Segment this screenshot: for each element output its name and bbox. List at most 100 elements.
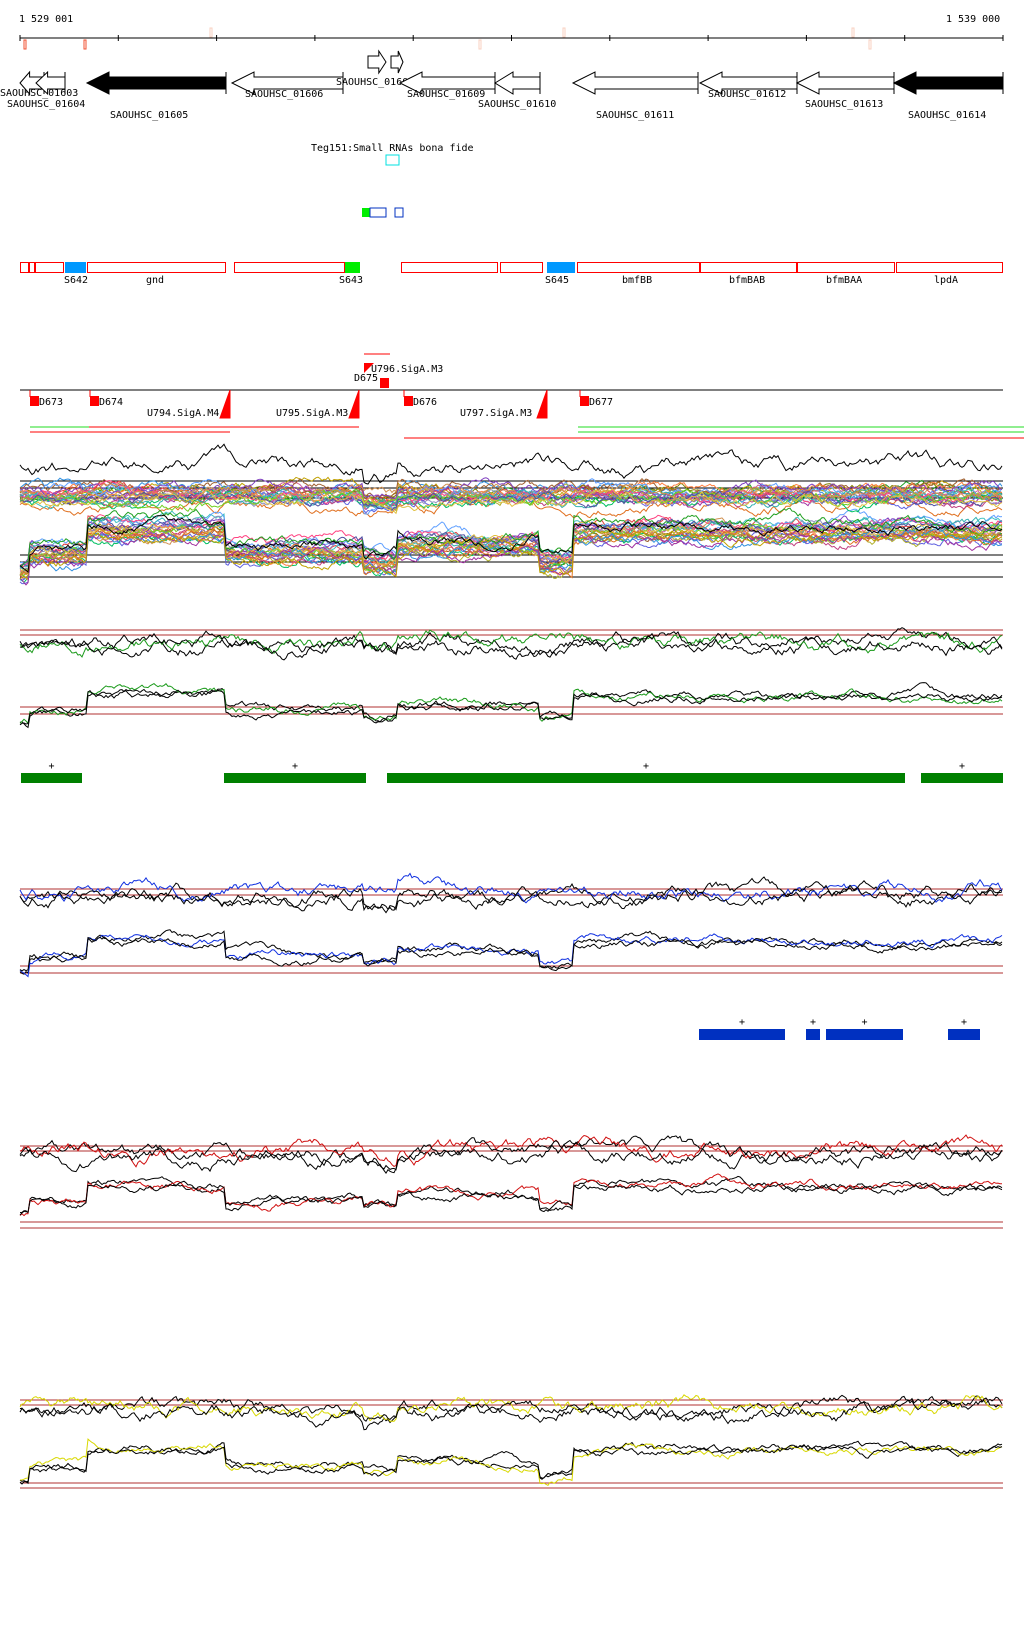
profile-series-mean (19, 514, 1003, 574)
segment-strand: + (961, 1017, 967, 1028)
annotation-box (577, 262, 700, 273)
profile-series (19, 1395, 1003, 1428)
profile-series (19, 629, 1003, 658)
feature-s642 (65, 262, 86, 273)
ruler-marker (83, 39, 87, 50)
terminator-marker (364, 363, 374, 373)
annotation-box (29, 262, 35, 273)
gene-label: SAOUHSC_01613 (805, 99, 883, 110)
promoter-marker (580, 396, 589, 406)
annotation-box (35, 262, 64, 273)
ruler-marker (562, 27, 566, 38)
promoter-marker (404, 396, 413, 406)
annotation-label: S645 (545, 275, 569, 286)
profile-series (19, 519, 1003, 573)
ruler-marker (23, 39, 27, 50)
promoter-marker (30, 396, 39, 406)
profile-series (19, 487, 1003, 513)
segment-strand: + (810, 1017, 816, 1028)
profile-series (19, 881, 1003, 914)
profile-series (19, 477, 1003, 503)
profile-series (19, 876, 1003, 911)
segment-bar-green (21, 773, 82, 783)
gene-arrow-saouhsc_01611 (571, 71, 699, 95)
profile-series (19, 488, 1003, 515)
annotation-label: bfmBAA (826, 275, 862, 286)
profile-series (19, 1175, 1003, 1214)
profile-series (19, 529, 1003, 585)
ruler-start: 1 529 001 (19, 14, 74, 25)
profile-series (19, 1173, 1002, 1217)
gene-arrow-saouhsc_01614 (892, 71, 1004, 95)
profile-series (19, 933, 1003, 978)
gene-arrow-saouhsc_01604 (35, 70, 66, 96)
gene-label: SAOUHSC_01606 (245, 89, 323, 100)
annotation-box (234, 262, 345, 273)
ruler-marker (868, 39, 872, 50)
profile-series (19, 1134, 1003, 1168)
promoter-label: D674 (99, 397, 123, 408)
annotation-box (20, 262, 29, 273)
segment-strand: + (292, 761, 298, 772)
profile-series (20, 1438, 1003, 1487)
profile-series (19, 1394, 1003, 1422)
promoter-label: D676 (413, 397, 437, 408)
ruler-marker (851, 27, 855, 38)
profile-series (19, 689, 1003, 726)
segment-strand: + (739, 1017, 745, 1028)
segment-strand: + (49, 761, 55, 772)
segment-bar-green (224, 773, 366, 783)
annotation-box (700, 262, 797, 273)
annotation-box (87, 262, 226, 273)
gene-label: SAOUHSC_01610 (478, 99, 556, 110)
profile-series (19, 1180, 1003, 1216)
segment-bar-green (921, 773, 1003, 783)
annotation-box (401, 262, 498, 273)
gene-arrow-saouhsc_01610 (494, 71, 541, 95)
promoter-label: U796.SigA.M3 (371, 364, 443, 375)
profile-series-mean (19, 443, 1003, 485)
segment-bar-blue (826, 1029, 903, 1040)
promoter-label: U794.SigA.M4 (147, 408, 219, 419)
annotation-label: bmfBB (622, 275, 652, 286)
profile-series (19, 1135, 1003, 1171)
srna-label: Teg151:Small RNAs bona fide (311, 143, 474, 154)
srna-box (385, 154, 400, 166)
gene-label: SAOUHSC_01609 (407, 89, 485, 100)
promoter-marker (90, 396, 99, 406)
feature-blue-outline (394, 207, 404, 218)
profile-series (19, 929, 1003, 975)
profile-series (19, 682, 1003, 725)
profile-series (19, 1137, 1003, 1175)
segment-strand: + (862, 1017, 868, 1028)
profile-series (19, 507, 1003, 567)
profile-series (19, 627, 1003, 658)
gene-arrow-saouhsc_01608 (390, 50, 404, 74)
segment-bar-blue (948, 1029, 980, 1040)
profile-series (19, 1394, 1003, 1431)
ruler-marker (478, 39, 482, 50)
terminator-marker (219, 389, 231, 419)
promoter-label: D675 (354, 373, 378, 384)
promoter-label: D677 (589, 397, 613, 408)
annotation-box (797, 262, 895, 273)
gene-label: SAOUHSC_01611 (596, 110, 674, 121)
profile-series (19, 936, 1003, 972)
profile-series (19, 682, 1003, 729)
profile-series (19, 477, 1003, 499)
gene-arrow-saouhsc_01605 (85, 71, 227, 95)
profile-series (19, 630, 1003, 661)
promoter-label: D673 (39, 397, 63, 408)
profile-series (19, 1444, 1003, 1485)
annotation-label: lpdA (934, 275, 958, 286)
feature-s645 (547, 262, 575, 273)
annotation-label: bfmBAB (729, 275, 765, 286)
ruler-end: 1 539 000 (946, 14, 1001, 25)
gene-label: SAOUHSC_01604 (7, 99, 85, 110)
gene-label: SAOUHSC_01607 (336, 77, 414, 88)
gene-arrow-saouhsc_01607 (367, 49, 387, 75)
promoter-marker (380, 378, 389, 388)
promoter-label: U795.SigA.M3 (276, 408, 348, 419)
